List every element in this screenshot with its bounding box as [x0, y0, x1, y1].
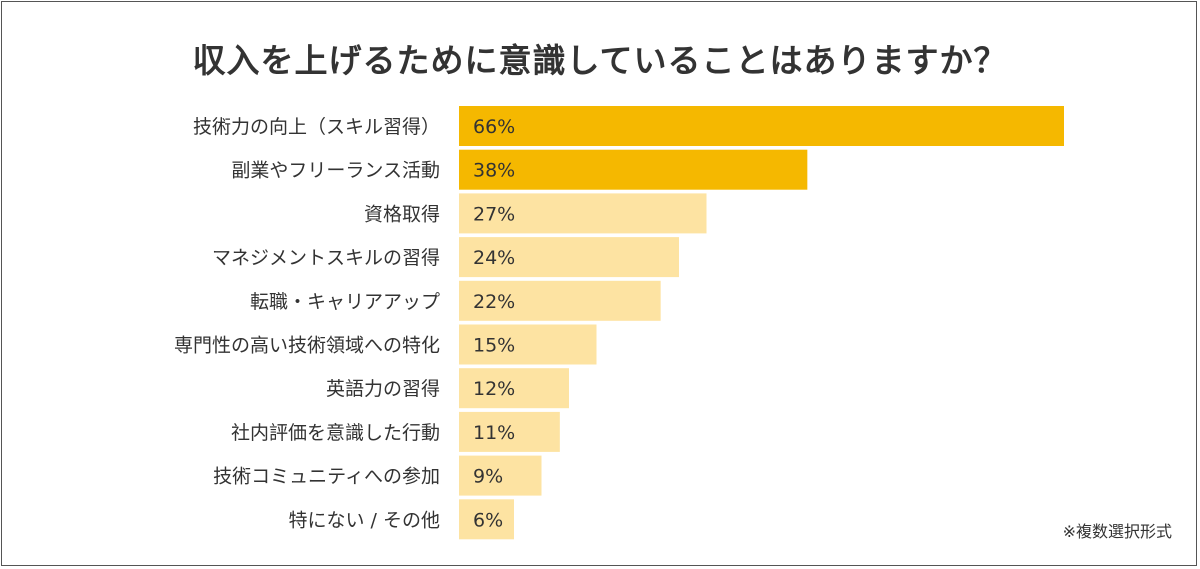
data-label: 24% [473, 247, 515, 269]
category-label: マネジメントスキルの習得 [212, 247, 440, 269]
bar [459, 149, 808, 190]
bar [459, 106, 1064, 146]
bar [459, 324, 597, 365]
data-label: 15% [473, 335, 515, 357]
data-label: 9% [473, 466, 503, 488]
data-label: 12% [473, 378, 515, 400]
category-label: 転職・キャリアアップ [250, 291, 440, 313]
category-label: 資格取得 [364, 203, 440, 225]
bar [459, 368, 569, 409]
chart-title: 収入を上げるために意識していることはありますか？ [192, 41, 1008, 80]
bar [459, 237, 679, 278]
category-label: 特にない / その他 [289, 509, 440, 531]
data-label: 27% [473, 203, 515, 225]
category-label: 副業やフリーランス活動 [231, 160, 440, 182]
data-label: 66% [473, 116, 515, 138]
data-label: 6% [473, 509, 503, 531]
data-label: 11% [473, 422, 515, 444]
footnote: ※複数選択形式 [1062, 522, 1172, 541]
bar [459, 411, 560, 452]
data-label: 22% [473, 291, 515, 313]
category-label: 社内評価を意識した行動 [231, 422, 440, 444]
category-label: 英語力の習得 [326, 378, 440, 400]
bar [459, 193, 707, 234]
category-label: 専門性の高い技術領域への特化 [174, 335, 440, 357]
bar [459, 499, 514, 540]
category-label: 技術力の向上（スキル習得） [193, 116, 440, 138]
bar [459, 280, 661, 321]
data-label: 38% [473, 160, 515, 182]
category-label: 技術コミュニティへの参加 [213, 466, 440, 488]
bar [459, 455, 542, 496]
